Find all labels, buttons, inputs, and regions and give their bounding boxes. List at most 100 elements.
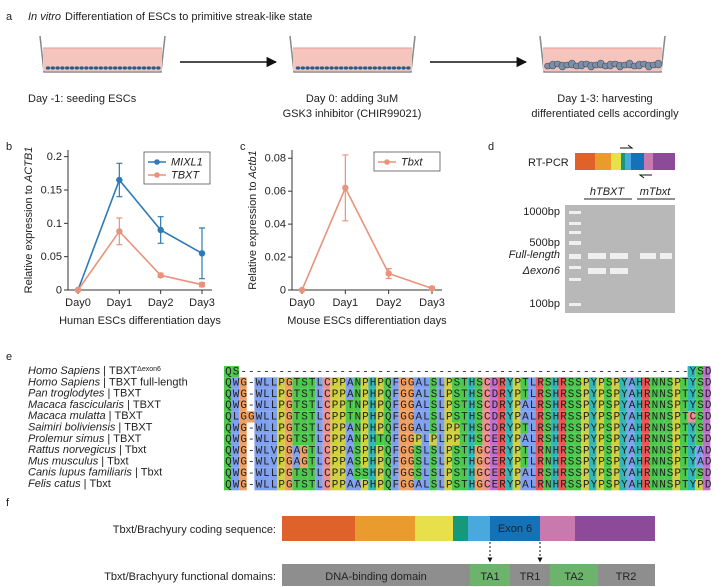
residue-cell bbox=[383, 377, 392, 389]
residue-cell bbox=[680, 433, 688, 446]
sequence: QWG-WLLPGTSTLCPPASSHPQFGGSLSLPSTHGCERYPA… bbox=[225, 468, 712, 480]
species-label-part: TBXT bbox=[115, 410, 143, 422]
residue-cell bbox=[368, 388, 376, 400]
species-label: Felis catus | Tbxt bbox=[28, 478, 111, 490]
residue-cell bbox=[300, 377, 308, 389]
domain-label: TA1 bbox=[480, 571, 499, 583]
residue-cell bbox=[596, 399, 604, 412]
residue-cell bbox=[505, 377, 513, 389]
residue-cell bbox=[596, 411, 604, 423]
residue-cell bbox=[467, 399, 475, 412]
residue-cell bbox=[330, 433, 338, 446]
residue-cell bbox=[596, 445, 604, 457]
residue-cell bbox=[224, 433, 232, 446]
residue-cell bbox=[687, 467, 696, 479]
data-point bbox=[116, 176, 123, 184]
residue-cell bbox=[474, 399, 483, 412]
species-label-part: | bbox=[127, 399, 130, 411]
culture-dish bbox=[539, 35, 666, 73]
cell bbox=[329, 66, 334, 70]
species-label-part: | bbox=[107, 433, 110, 445]
residue-cell bbox=[391, 377, 399, 389]
residue-cell bbox=[520, 411, 528, 423]
residue-cell bbox=[391, 479, 399, 491]
residue-cell bbox=[391, 399, 399, 412]
cell bbox=[372, 66, 377, 70]
residue-cell bbox=[307, 388, 316, 400]
residue-cell bbox=[482, 377, 490, 389]
species-label-part: Homo Sapiens bbox=[28, 376, 101, 388]
residue-cell bbox=[482, 479, 490, 491]
residue-cell bbox=[680, 467, 688, 479]
band-label: Δexon6 bbox=[522, 265, 561, 277]
residue-cell bbox=[596, 467, 604, 479]
residue-cell bbox=[292, 411, 300, 423]
residue-cell bbox=[436, 456, 445, 468]
residue-cell bbox=[239, 377, 247, 389]
data-point bbox=[385, 270, 392, 277]
legend-box bbox=[143, 151, 211, 185]
residue-cell bbox=[231, 445, 240, 457]
residue-cell bbox=[254, 467, 262, 479]
residue-cell bbox=[398, 433, 407, 446]
dish-wall bbox=[539, 35, 666, 73]
cell bbox=[654, 59, 663, 69]
residue-cell bbox=[474, 456, 483, 468]
residue-cell bbox=[558, 399, 566, 412]
residue-cell bbox=[414, 377, 422, 389]
residue-cell bbox=[672, 411, 680, 423]
residue-cell bbox=[368, 433, 376, 446]
residue-cell bbox=[642, 422, 650, 434]
residue-cell bbox=[338, 467, 346, 479]
panel-label: d bbox=[488, 141, 494, 153]
residue-cell bbox=[581, 399, 589, 412]
cell bbox=[156, 66, 161, 70]
residue-cell bbox=[459, 445, 468, 457]
residue-cell bbox=[322, 399, 331, 412]
cell bbox=[89, 66, 94, 70]
residue-cell bbox=[687, 411, 696, 423]
residue-cell bbox=[520, 377, 528, 389]
residue-cell bbox=[406, 445, 414, 457]
residue-cell bbox=[231, 388, 240, 400]
residue-cell bbox=[254, 377, 262, 389]
residue-cell bbox=[307, 433, 316, 446]
residue-cell bbox=[224, 366, 232, 378]
residue-cell bbox=[695, 456, 703, 468]
residue-cell bbox=[429, 399, 437, 412]
residue-cell bbox=[558, 388, 566, 400]
residue-cell bbox=[444, 433, 452, 446]
residue-cell bbox=[566, 445, 574, 457]
residue-cell bbox=[345, 433, 354, 446]
data-point bbox=[198, 281, 206, 288]
species-label-part: | bbox=[103, 376, 106, 388]
residue-cell bbox=[436, 422, 445, 434]
residue-cell bbox=[406, 456, 414, 468]
residue-cell bbox=[421, 467, 430, 479]
residue-cell bbox=[474, 479, 483, 491]
residue-cell bbox=[588, 399, 597, 412]
residue-cell bbox=[338, 479, 346, 491]
residue-cell bbox=[528, 433, 536, 446]
residue-cell bbox=[360, 411, 369, 423]
residue-cell bbox=[360, 377, 369, 389]
residue-cell bbox=[588, 377, 597, 389]
residue-cell bbox=[664, 467, 673, 479]
residue-cell bbox=[566, 388, 574, 400]
dish-wall bbox=[289, 35, 416, 73]
residue-cell bbox=[436, 433, 445, 446]
y-tick-label: 0.02 bbox=[265, 252, 286, 264]
residue-cell bbox=[330, 388, 338, 400]
residue-cell bbox=[383, 479, 392, 491]
residue-cell bbox=[315, 422, 323, 434]
species-label-part: Canis lupus familiaris bbox=[28, 467, 132, 479]
residue-cell bbox=[231, 411, 240, 423]
residue-cell bbox=[702, 399, 711, 412]
x-tick-label: Day3 bbox=[189, 297, 215, 309]
y-tick-label: 0.05 bbox=[41, 251, 62, 263]
residue-cell bbox=[474, 422, 483, 434]
residue-cell bbox=[322, 388, 331, 400]
residue-cell bbox=[672, 377, 680, 389]
residue-cell bbox=[535, 411, 544, 423]
residue-cell bbox=[626, 388, 635, 400]
